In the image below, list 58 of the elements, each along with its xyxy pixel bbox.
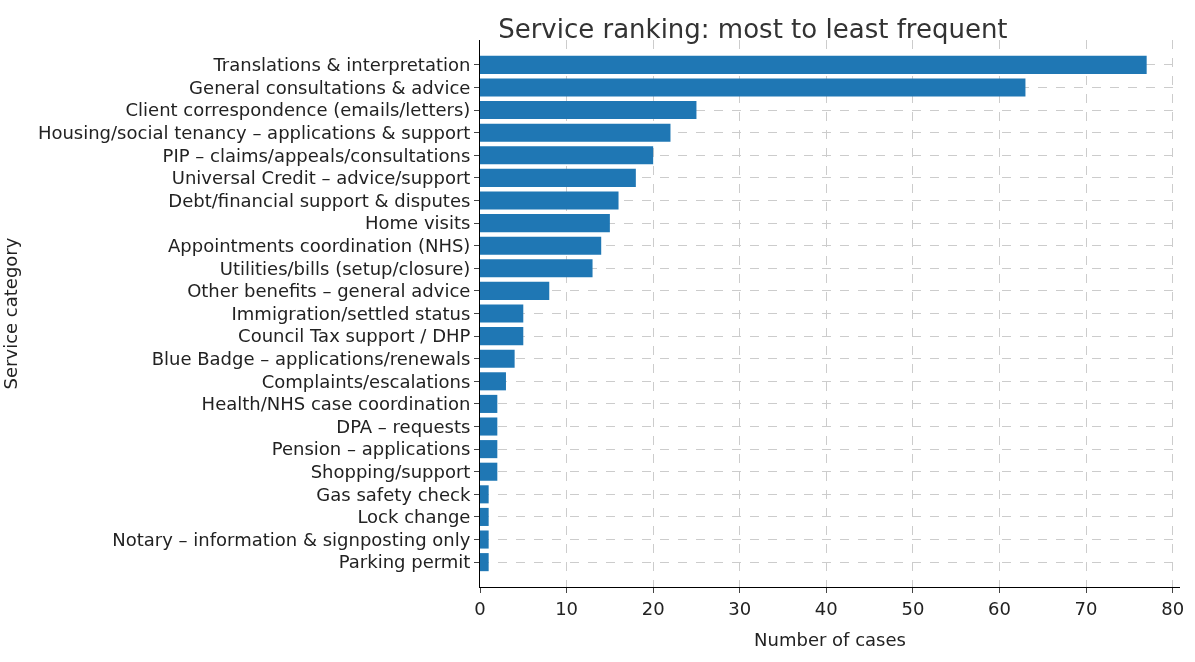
y-tick-label: Parking permit xyxy=(338,551,471,573)
y-tick-label: Client correspondence (emails/letters) xyxy=(125,99,471,121)
y-tick-label: Health/NHS case coordination xyxy=(201,393,471,415)
y-tick-label: Council Tax support / DHP xyxy=(238,325,471,347)
y-tick-label: Translations & interpretation xyxy=(212,54,471,76)
x-tick-label: 70 xyxy=(1074,597,1098,619)
y-tick-label: Blue Badge – applications/renewals xyxy=(151,348,471,370)
y-axis-title: Service category xyxy=(0,237,22,390)
bar xyxy=(480,349,515,368)
bar xyxy=(480,530,489,549)
y-tick-label: Housing/social tenancy – applications & support xyxy=(37,121,471,143)
bar xyxy=(480,417,498,436)
bar xyxy=(480,462,498,481)
bar xyxy=(480,553,489,572)
x-tick-label: 40 xyxy=(814,597,838,619)
y-tick-label: Notary – information & signposting only xyxy=(112,528,471,550)
x-tick-label: 80 xyxy=(1161,597,1185,619)
y-tick-label: PIP – claims/appeals/consultations xyxy=(162,144,471,166)
bar xyxy=(480,191,619,210)
bar xyxy=(480,327,524,346)
bar xyxy=(480,168,636,187)
x-axis-title: Number of cases xyxy=(754,628,906,650)
bar xyxy=(480,372,506,391)
bar xyxy=(480,101,697,120)
y-tick-label: Pension – applications xyxy=(271,438,471,460)
x-tick-label: 30 xyxy=(728,597,752,619)
bar xyxy=(480,78,1026,97)
y-tick-label: Lock change xyxy=(357,506,471,528)
y-tick-label: Appointments coordination (NHS) xyxy=(168,234,471,256)
x-tick-label: 10 xyxy=(555,597,579,619)
bar xyxy=(480,55,1147,74)
bar xyxy=(480,214,610,233)
bar xyxy=(480,304,524,323)
y-tick-label: Complaints/escalations xyxy=(261,370,471,392)
bar xyxy=(480,394,498,413)
bar xyxy=(480,236,602,255)
bar xyxy=(480,281,550,300)
y-tick-label: Utilities/bills (setup/closure) xyxy=(219,257,471,279)
y-tick-label: Gas safety check xyxy=(316,483,471,505)
bar xyxy=(480,146,654,165)
x-tick-label: 50 xyxy=(901,597,925,619)
x-tick-label: 60 xyxy=(988,597,1011,619)
bar xyxy=(480,123,671,142)
y-tick-label: Universal Credit – advice/support xyxy=(171,167,471,189)
y-tick-label: Debt/financial support & disputes xyxy=(168,189,471,211)
x-tick-label: 20 xyxy=(641,597,665,619)
bar xyxy=(480,259,593,278)
bar xyxy=(480,507,489,526)
y-tick-label: Immigration/settled status xyxy=(231,302,471,324)
y-tick-label: DPA – requests xyxy=(336,415,471,437)
y-tick-label: General consultations & advice xyxy=(189,76,471,98)
chart-title: Service ranking: most to least frequent xyxy=(498,14,1008,45)
x-tick-label: 0 xyxy=(474,597,486,619)
y-tick-label: Shopping/support xyxy=(310,461,471,483)
y-tick-label: Other benefits – general advice xyxy=(187,280,471,302)
bar xyxy=(480,440,498,459)
bar xyxy=(480,485,489,504)
y-tick-label: Home visits xyxy=(365,212,471,234)
